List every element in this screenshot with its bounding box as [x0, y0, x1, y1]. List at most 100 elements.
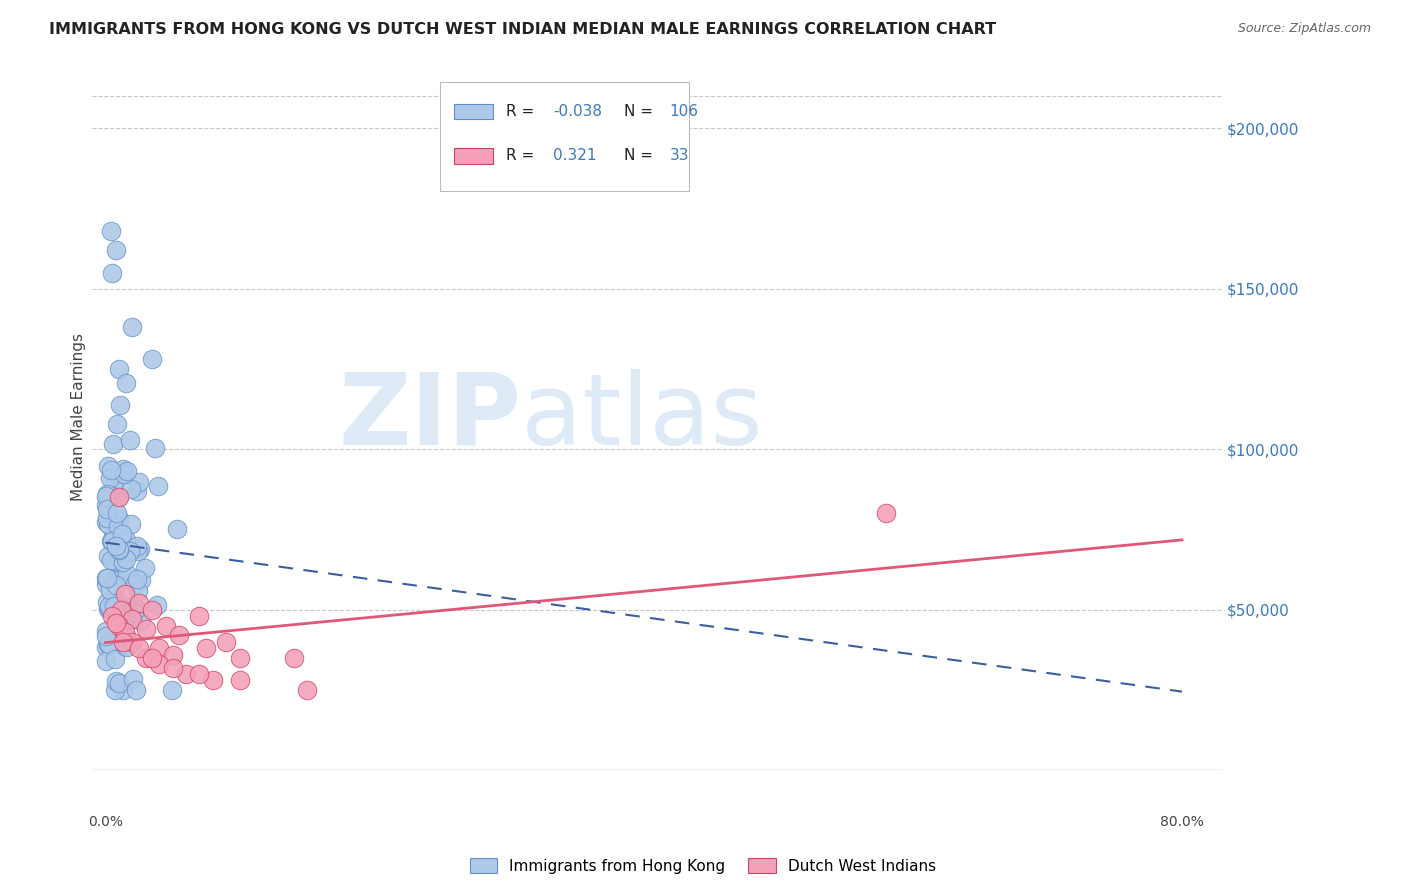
Point [129, 614, 152, 628]
Point [97, 549, 120, 564]
Point [100, 463, 122, 477]
Point [146, 479, 169, 493]
Point [105, 615, 128, 630]
Point [128, 475, 150, 489]
Point [118, 613, 141, 627]
Point [96, 489, 118, 503]
Point [97, 637, 120, 651]
Point [96, 491, 118, 505]
Point [108, 541, 131, 556]
Point [97, 516, 120, 531]
Point [114, 639, 136, 653]
Point [121, 612, 143, 626]
Point [105, 540, 128, 554]
Point [97, 601, 120, 615]
Point [141, 651, 163, 665]
Point [103, 599, 125, 613]
Point [107, 570, 129, 584]
Point [103, 436, 125, 450]
Point [96, 459, 118, 474]
Point [104, 683, 127, 698]
Point [120, 544, 142, 558]
Point [111, 683, 134, 698]
Text: -0.038: -0.038 [553, 103, 602, 119]
Text: N =: N = [624, 103, 654, 119]
Point [105, 578, 128, 592]
Point [112, 462, 135, 476]
Point [129, 542, 152, 557]
Point [146, 598, 169, 612]
Point [100, 553, 122, 567]
Point [166, 522, 188, 536]
Point [96, 640, 118, 654]
Point [100, 224, 122, 238]
Text: Source: ZipAtlas.com: Source: ZipAtlas.com [1237, 22, 1371, 36]
Point [108, 398, 131, 412]
Point [295, 683, 318, 698]
Point [104, 652, 127, 666]
Point [122, 599, 145, 613]
Point [112, 467, 135, 481]
Point [283, 651, 305, 665]
Point [94, 498, 117, 512]
Point [111, 599, 134, 613]
Point [188, 609, 211, 624]
Point [143, 441, 166, 455]
Point [96, 595, 118, 609]
Point [98, 599, 121, 614]
Point [124, 577, 146, 591]
Point [94, 629, 117, 643]
Point [114, 376, 136, 391]
Point [111, 552, 134, 566]
Point [96, 571, 118, 585]
Point [120, 483, 142, 497]
Point [117, 464, 139, 478]
Point [108, 543, 131, 558]
Point [229, 673, 252, 688]
Point [115, 566, 138, 581]
Point [124, 683, 146, 698]
Point [169, 628, 191, 642]
Point [101, 522, 124, 536]
Text: ZIP: ZIP [339, 368, 522, 466]
Point [97, 602, 120, 616]
Point [108, 511, 131, 525]
Point [128, 596, 150, 610]
Point [101, 533, 124, 548]
Point [108, 551, 131, 566]
Point [107, 362, 129, 376]
Point [101, 266, 124, 280]
Point [103, 554, 125, 568]
Point [121, 635, 143, 649]
Point [134, 561, 156, 575]
Point [110, 603, 132, 617]
Point [148, 641, 170, 656]
Point [195, 641, 218, 656]
Text: R =: R = [506, 103, 534, 119]
Text: atlas: atlas [522, 368, 763, 466]
Point [162, 648, 184, 662]
Point [201, 673, 224, 688]
Point [135, 622, 157, 636]
Point [121, 320, 143, 334]
Y-axis label: Median Male Earnings: Median Male Earnings [72, 333, 86, 501]
Text: 106: 106 [669, 103, 699, 119]
Point [162, 683, 184, 698]
Point [122, 672, 145, 686]
Text: N =: N = [624, 148, 654, 163]
Point [96, 511, 118, 525]
Point [107, 519, 129, 533]
Text: 0.0%: 0.0% [87, 815, 122, 830]
Point [96, 576, 118, 591]
Point [125, 572, 148, 586]
Point [100, 488, 122, 502]
Point [122, 599, 145, 613]
Point [107, 619, 129, 633]
Point [94, 515, 117, 529]
Point [125, 540, 148, 554]
Point [115, 552, 138, 566]
Point [103, 480, 125, 494]
Point [115, 640, 138, 655]
Point [114, 629, 136, 643]
Point [96, 501, 118, 516]
